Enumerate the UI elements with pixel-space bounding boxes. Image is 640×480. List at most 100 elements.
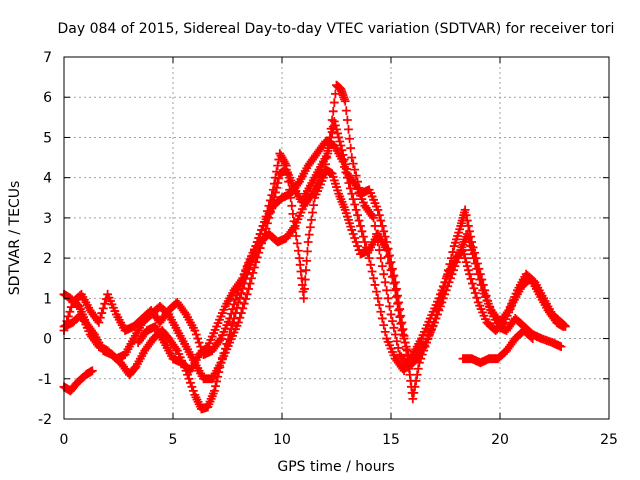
data-point bbox=[470, 288, 480, 298]
data-point bbox=[438, 288, 447, 298]
data-point bbox=[343, 212, 352, 221]
data-point bbox=[360, 237, 370, 247]
data-point bbox=[474, 264, 484, 274]
data-point bbox=[331, 89, 340, 99]
data-point bbox=[373, 293, 383, 303]
x-tick-label: 25 bbox=[600, 432, 618, 448]
data-point bbox=[374, 210, 384, 220]
data-point bbox=[323, 146, 333, 156]
data-point bbox=[340, 159, 350, 169]
data-point bbox=[392, 292, 401, 302]
data-point bbox=[300, 284, 309, 294]
data-point bbox=[341, 106, 351, 116]
data-point bbox=[561, 322, 570, 331]
data-point bbox=[340, 205, 350, 215]
x-tick-label: 20 bbox=[491, 432, 509, 448]
data-point bbox=[394, 306, 404, 315]
data-point bbox=[395, 304, 405, 314]
plot-frame bbox=[63, 56, 610, 420]
data-point bbox=[293, 246, 303, 256]
data-point bbox=[345, 218, 354, 228]
data-point bbox=[87, 366, 97, 376]
data-point bbox=[380, 327, 390, 337]
data-point bbox=[369, 273, 378, 283]
y-tick-label: -1 bbox=[38, 372, 52, 388]
data-point bbox=[348, 229, 358, 239]
data-point bbox=[390, 285, 400, 295]
data-point bbox=[404, 350, 413, 360]
data-point bbox=[383, 252, 393, 262]
y-axis-label: SDTVAR / TECUs bbox=[7, 181, 23, 296]
data-point bbox=[461, 257, 471, 267]
data-point bbox=[466, 232, 475, 242]
data-point bbox=[348, 159, 358, 168]
data-point bbox=[327, 115, 337, 125]
y-tick-label: 6 bbox=[43, 90, 52, 106]
data-point bbox=[247, 273, 256, 283]
data-point bbox=[301, 265, 311, 275]
data-point bbox=[389, 279, 399, 288]
y-tick-label: -2 bbox=[38, 412, 52, 428]
data-point bbox=[450, 238, 460, 248]
data-point bbox=[379, 269, 389, 279]
data-point bbox=[374, 300, 384, 310]
data-point bbox=[65, 307, 75, 317]
data-point bbox=[353, 177, 362, 187]
data-point bbox=[338, 150, 348, 160]
data-point bbox=[448, 247, 458, 257]
data-point bbox=[98, 303, 108, 313]
data-point bbox=[480, 285, 490, 295]
data-point bbox=[467, 237, 477, 247]
data-point bbox=[341, 164, 351, 174]
data-point bbox=[475, 269, 485, 279]
data-point bbox=[339, 155, 349, 164]
data-point bbox=[328, 172, 338, 182]
data-point bbox=[463, 265, 473, 275]
data-point bbox=[393, 343, 403, 353]
data-point bbox=[471, 253, 481, 263]
data-point bbox=[248, 268, 258, 278]
data-point bbox=[433, 304, 443, 314]
data-point bbox=[235, 313, 245, 323]
data-point bbox=[307, 215, 316, 225]
data-point bbox=[470, 248, 479, 258]
data-point bbox=[229, 299, 239, 309]
data-point bbox=[462, 261, 472, 271]
data-point bbox=[366, 260, 376, 270]
data-point bbox=[393, 291, 402, 301]
data-point bbox=[62, 316, 72, 326]
y-tick-label: 0 bbox=[43, 332, 52, 348]
data-point bbox=[350, 200, 360, 209]
data-point bbox=[432, 310, 442, 319]
data-point bbox=[449, 241, 459, 251]
data-point bbox=[305, 222, 315, 232]
data-point bbox=[376, 307, 386, 317]
data-point bbox=[461, 210, 471, 220]
x-tick-label: 0 bbox=[60, 432, 69, 448]
data-point bbox=[460, 253, 470, 263]
y-tick-label: 5 bbox=[43, 130, 52, 146]
data-point bbox=[322, 153, 332, 162]
data-point bbox=[397, 326, 407, 335]
data-point bbox=[358, 232, 368, 242]
data-point bbox=[452, 234, 461, 244]
data-point bbox=[357, 226, 367, 236]
data-point bbox=[329, 175, 339, 185]
data-point bbox=[400, 338, 410, 347]
data-point bbox=[336, 141, 346, 150]
data-point bbox=[436, 293, 446, 303]
data-point bbox=[386, 265, 396, 275]
data-point bbox=[439, 283, 449, 293]
data-point bbox=[187, 382, 197, 392]
y-tick-label: 7 bbox=[43, 50, 52, 66]
tick-labels: 0 5 10 15 20 25 -2 -1 0 1 2 3 4 5 6 7 bbox=[38, 50, 618, 448]
data-point bbox=[481, 291, 491, 301]
data-point bbox=[383, 293, 393, 303]
data-point bbox=[350, 165, 360, 175]
data-point bbox=[63, 312, 73, 321]
y-tick-label: 1 bbox=[43, 291, 52, 307]
data-point bbox=[460, 205, 470, 215]
data-point bbox=[410, 382, 420, 392]
data-point bbox=[271, 173, 280, 183]
data-point bbox=[473, 259, 482, 268]
